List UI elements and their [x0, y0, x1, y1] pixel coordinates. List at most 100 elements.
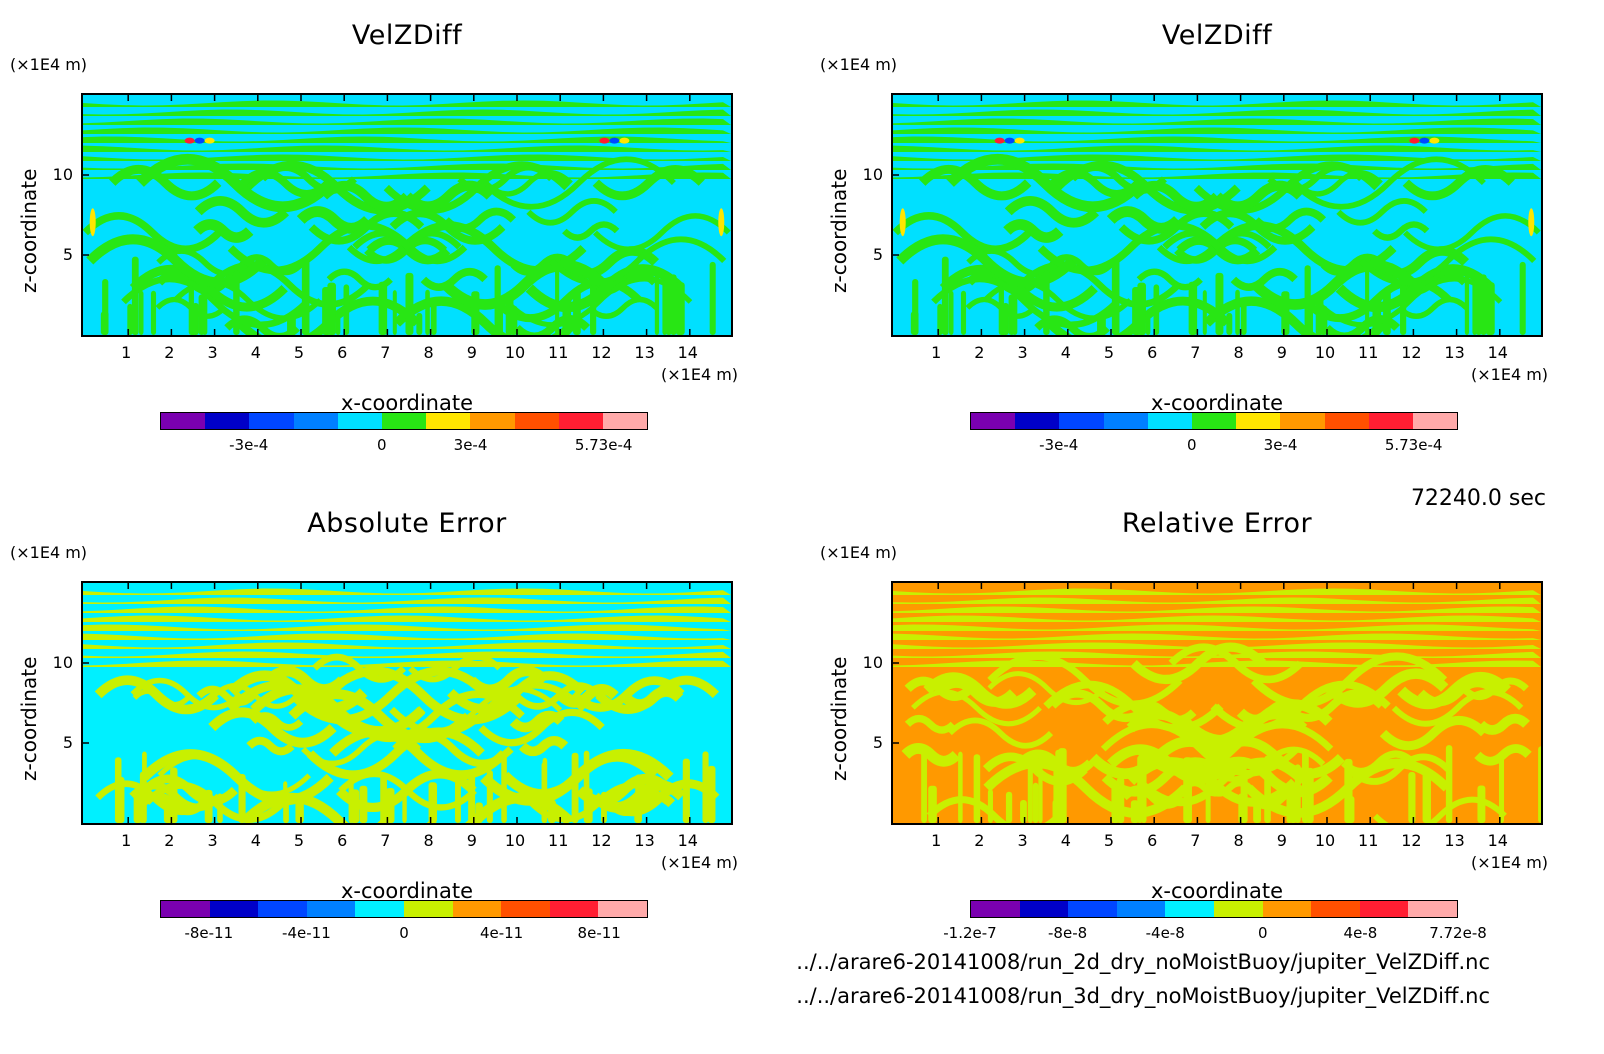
- contour-extremum: [1004, 137, 1015, 144]
- colorbar-cell: [1408, 901, 1457, 917]
- x-tick-label: 3: [207, 343, 218, 362]
- contour-swirl: [260, 163, 357, 194]
- contour-swirl: [557, 684, 619, 708]
- contour-stripe: [343, 284, 350, 335]
- contour-stripe: [116, 776, 125, 823]
- contour-band: [893, 118, 1541, 125]
- colorbar-label: 3e-4: [453, 436, 488, 454]
- chart-title: Absolute Error: [307, 508, 507, 539]
- contour-stripe: [921, 751, 927, 823]
- contour-swirl: [109, 164, 222, 201]
- x-tick-label: 3: [207, 831, 218, 850]
- x-tick-label: 10: [504, 831, 526, 850]
- colorbar-cell: [381, 413, 427, 429]
- contour-band: [83, 660, 731, 667]
- colorbar-cell: [1359, 901, 1409, 917]
- contour-stripe: [494, 265, 501, 335]
- contour-stripe: [1294, 764, 1301, 823]
- colorbar-cell: [514, 413, 559, 429]
- colorbar-label: 0: [377, 436, 387, 454]
- contour-swirl: [193, 219, 254, 243]
- contour-stripe: [1205, 747, 1211, 823]
- contour-stripe: [416, 312, 423, 335]
- x-tick-label: 9: [1276, 831, 1287, 850]
- x-tick-label: 5: [1103, 343, 1115, 362]
- contour-swirl: [931, 275, 1120, 328]
- colorbar-cell: [1015, 413, 1060, 429]
- x-tick-label: 5: [293, 831, 305, 850]
- colorbar-cell: [971, 413, 1016, 429]
- colorbar: [970, 900, 1458, 918]
- contour-swirl: [1070, 163, 1167, 194]
- colorbar-label: 0: [1187, 436, 1197, 454]
- contour-stripe: [654, 271, 660, 335]
- contour-stripe: [1137, 755, 1143, 823]
- contour-swirl: [893, 212, 1032, 254]
- contour-swirl: [1402, 165, 1515, 201]
- x-tick-label: 6: [337, 343, 348, 362]
- contour-stripe: [217, 793, 223, 823]
- contour-band: [893, 597, 1541, 604]
- contour-band: [893, 606, 1541, 613]
- contour-swirl: [901, 743, 961, 767]
- contour-stripe: [295, 798, 304, 823]
- contour-extremum: [718, 208, 725, 237]
- y-tick-label: 10: [862, 653, 883, 672]
- x-tick-label: 13: [634, 343, 655, 362]
- colorbar-label: -4e-11: [282, 924, 331, 942]
- colorbar-label: -8e-11: [184, 924, 234, 942]
- contour-stripe: [198, 294, 205, 335]
- y-unit-label: (×1E4 m): [10, 543, 88, 562]
- x-tick-label: 12: [591, 343, 612, 362]
- contour-stripe: [1020, 800, 1027, 823]
- contour-stripe: [1538, 746, 1541, 823]
- colorbar-label: -4e-8: [1145, 924, 1185, 942]
- contour-swirl: [1210, 680, 1391, 732]
- contour-stripe: [204, 789, 213, 823]
- x-tick-label: 8: [423, 831, 434, 850]
- contour-stripe: [958, 751, 963, 823]
- x-tick-label: 12: [1401, 343, 1422, 362]
- contour-swirl: [1187, 709, 1308, 748]
- contour-swirl: [1130, 642, 1267, 685]
- contour-band: [83, 100, 731, 107]
- contour-band: [893, 127, 1541, 134]
- contour-stripe: [468, 772, 476, 823]
- x-axis-label: x-coordinate: [340, 391, 474, 415]
- x-axis-label: x-coordinate: [1150, 391, 1284, 415]
- contour-swirl: [904, 714, 956, 734]
- contour-stripe: [1346, 795, 1355, 823]
- contour-stripe: [987, 789, 993, 823]
- contour-stripe: [1319, 305, 1328, 335]
- contour-band: [83, 145, 731, 152]
- contour-band: [893, 642, 1541, 649]
- time-label: 72240.0 sec: [1410, 486, 1546, 511]
- contour-field: [83, 95, 731, 335]
- contour-stripe: [402, 792, 407, 823]
- contour-swirl: [1372, 221, 1430, 241]
- contour-stripe: [1043, 271, 1050, 335]
- colorbar-cell: [1412, 413, 1458, 429]
- contour-stripe: [131, 256, 139, 335]
- colorbar-cell: [258, 901, 307, 917]
- contour-swirl: [549, 236, 727, 286]
- x-tick-label: 14: [677, 831, 698, 850]
- contour-stripe: [601, 791, 607, 823]
- contour-band: [83, 642, 731, 649]
- colorbar-label: 8e-11: [577, 924, 621, 942]
- x-unit-label: (×1E4 m): [1471, 853, 1549, 872]
- contour-band: [83, 136, 731, 143]
- contour-stripe: [973, 754, 981, 823]
- contour-band: [83, 651, 731, 658]
- contour-stripe: [138, 290, 144, 335]
- colorbar-cell: [205, 413, 250, 429]
- contour-band: [83, 624, 731, 631]
- contour-swirl: [622, 685, 684, 711]
- colorbar-cell: [602, 413, 648, 429]
- contour-stripe: [284, 796, 289, 823]
- contour-stripe: [385, 787, 395, 823]
- y-axis-label: z-coordinate: [827, 656, 851, 781]
- x-tick-label: 13: [1444, 343, 1465, 362]
- contour-swirl: [342, 690, 525, 742]
- x-tick-label: 2: [164, 831, 175, 850]
